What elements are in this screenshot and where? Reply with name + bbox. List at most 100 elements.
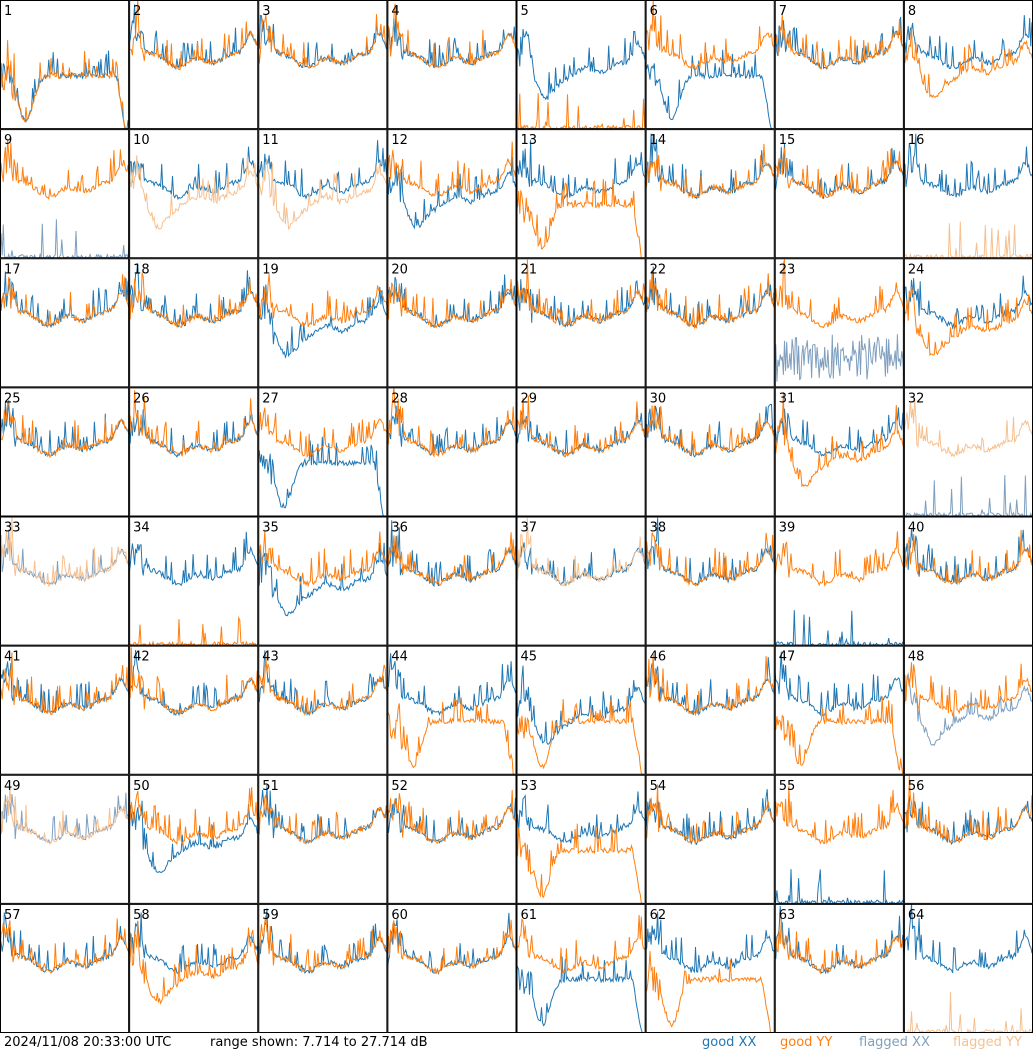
panel-border: [774, 258, 904, 388]
antenna-panel-28: 28: [387, 387, 517, 517]
footer-bar: 2024/11/08 20:33:00 UTC range shown: 7.7…: [0, 1033, 1033, 1053]
panel-border: [903, 516, 1033, 646]
antenna-panel-43: 43: [258, 645, 388, 775]
series-yy-line: [774, 259, 904, 329]
panel-label: 3: [262, 4, 270, 19]
antenna-panel-37: 37: [516, 516, 646, 646]
panel-label: 43: [262, 650, 279, 665]
series-yy-line: [0, 652, 130, 716]
panel-label: 12: [391, 133, 408, 148]
antenna-panel-4: 4: [387, 0, 517, 130]
series-yy-line: [903, 662, 1033, 718]
panel-label: 55: [779, 779, 796, 794]
antenna-panel-41: 41: [0, 645, 130, 775]
series-yy-line: [645, 951, 775, 1033]
panel-border: [516, 645, 646, 775]
series-yy-line: [645, 143, 775, 199]
series-xx-line: [516, 139, 646, 200]
series-xx-line: [129, 4, 259, 70]
antenna-panel-23: 23: [774, 258, 904, 388]
series-yy-line: [387, 141, 517, 198]
panel-label: 37: [521, 521, 538, 536]
series-yy-line: [903, 221, 1033, 259]
legend-good-yy: good YY: [780, 1035, 833, 1050]
series-xx-line: [774, 869, 904, 904]
series-xx-line: [774, 16, 904, 70]
antenna-panel-27: 27: [258, 387, 388, 517]
antenna-panel-9: 9: [0, 129, 130, 259]
antenna-panel-42: 42: [129, 645, 259, 775]
panel-label: 28: [391, 391, 408, 406]
panel-border: [129, 645, 259, 775]
legend-flagged-yy: flagged YY: [953, 1035, 1022, 1050]
panel-border: [258, 258, 388, 388]
series-xx-line: [516, 405, 646, 457]
series-xx-line: [0, 50, 130, 130]
antenna-panel-24: 24: [903, 258, 1033, 388]
series-xx-line: [0, 400, 130, 458]
panel-label: 58: [133, 908, 150, 923]
series-xx-line: [258, 140, 388, 201]
series-yy-line: [129, 0, 259, 71]
panel-label: 14: [650, 133, 667, 148]
series-yy-line: [774, 785, 904, 845]
series-xx-line: [774, 334, 904, 382]
antenna-panel-32: 32: [903, 387, 1033, 517]
series-xx-line: [129, 531, 259, 587]
series-xx-line: [258, 14, 388, 69]
panel-label: 49: [4, 779, 21, 794]
panel-border: [516, 258, 646, 388]
series-yy-line: [129, 920, 259, 1005]
series-xx-line: [129, 264, 259, 328]
panel-label: 20: [391, 262, 408, 277]
series-yy-line: [516, 914, 646, 975]
panel-label: 46: [650, 650, 667, 665]
panel-border: [258, 0, 388, 130]
antenna-panel-39: 39: [774, 516, 904, 646]
series-yy-line: [903, 286, 1033, 357]
panel-border: [387, 258, 517, 388]
series-yy-line: [258, 530, 388, 588]
series-yy-line: [0, 401, 130, 459]
antenna-panel-60: 60: [387, 903, 517, 1033]
antenna-panel-57: 57: [0, 903, 130, 1033]
panel-border: [645, 0, 775, 130]
panel-border: [129, 387, 259, 517]
panel-label: 34: [133, 521, 150, 536]
panel-border: [129, 0, 259, 130]
antenna-panel-52: 52: [387, 774, 517, 904]
legend-good-xx: good XX: [702, 1035, 757, 1050]
antenna-panel-40: 40: [903, 516, 1033, 646]
series-yy-line: [258, 273, 388, 328]
series-yy-line: [774, 531, 904, 587]
series-xx-line: [258, 908, 388, 975]
series-yy-line: [516, 517, 646, 588]
panel-label: 48: [908, 650, 925, 665]
series-yy-line: [129, 615, 259, 646]
panel-border: [645, 516, 775, 646]
panel-label: 2: [133, 4, 141, 19]
panel-border: [387, 645, 517, 775]
antenna-panel-10: 10: [129, 129, 259, 259]
panel-border: [258, 774, 388, 904]
series-xx-line: [516, 791, 646, 845]
panel-label: 59: [262, 908, 279, 923]
series-xx-line: [258, 650, 388, 717]
panel-label: 39: [779, 521, 796, 536]
panel-label: 27: [262, 391, 279, 406]
panel-border: [774, 129, 904, 259]
panel-label: 53: [521, 779, 538, 794]
antenna-panel-54: 54: [645, 774, 775, 904]
series-yy-line: [387, 789, 517, 845]
panel-border: [903, 774, 1033, 904]
panel-label: 52: [391, 779, 408, 794]
antenna-panel-35: 35: [258, 516, 388, 646]
panel-border: [774, 387, 904, 517]
series-yy-line: [645, 653, 775, 717]
antenna-panel-2: 2: [129, 0, 259, 130]
panel-border: [774, 903, 904, 1033]
panel-border: [0, 129, 130, 259]
series-yy-line: [0, 786, 130, 844]
antenna-panel-15: 15: [774, 129, 904, 259]
series-xx-line: [387, 653, 517, 717]
